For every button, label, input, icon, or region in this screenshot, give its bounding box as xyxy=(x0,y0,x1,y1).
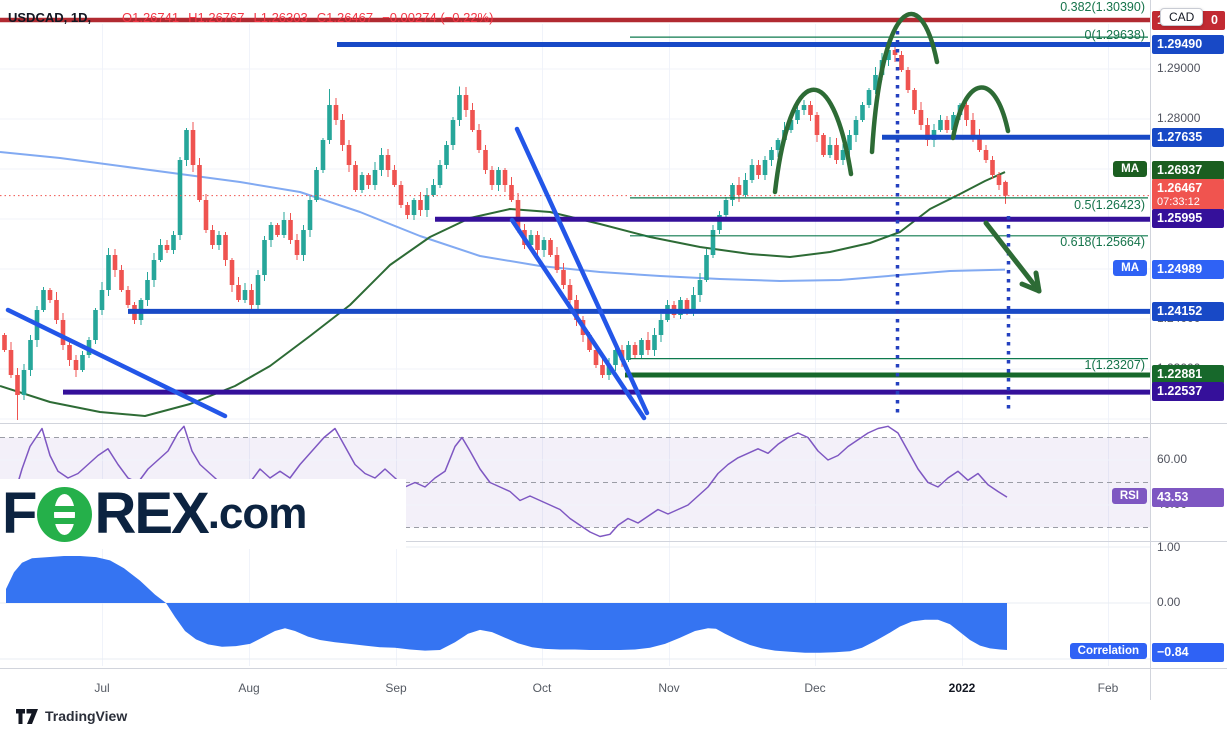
close-value: C1.26467 xyxy=(316,10,374,25)
horizontal-level-lines xyxy=(0,17,1150,395)
indicator-tag-label: MA xyxy=(1113,259,1147,276)
watermark-f: F xyxy=(2,481,37,546)
forex-o-icon xyxy=(37,486,93,542)
axis-scale-label: 60.00 xyxy=(1157,452,1188,466)
candles xyxy=(2,44,1008,420)
watermark-com: .com xyxy=(207,489,308,538)
ohlc-values: O1.26741 H1.26767 L1.26303 C1.26467 −0.00274… xyxy=(122,10,502,25)
correlation-area xyxy=(6,556,1007,653)
fib-level-label: 0(1.29638) xyxy=(1084,28,1145,42)
low-value: L1.26303 xyxy=(253,10,308,25)
high-value: H1.26767 xyxy=(188,10,245,25)
change-value: −0.00274 (−0.22%) xyxy=(382,10,494,25)
time-axis-label: Feb xyxy=(1097,681,1119,695)
time-axis-label: Oct xyxy=(532,681,552,695)
axis-scale-label: 1.29000 xyxy=(1157,61,1201,75)
open-value: O1.26741 xyxy=(122,10,180,25)
axis-scale-label: 1.28000 xyxy=(1157,111,1201,125)
dotted-vertical-lines xyxy=(895,31,1011,414)
axis-value-label: 1.25995 xyxy=(1152,208,1224,228)
axis-value-label: 1.26467 07:33:12 xyxy=(1152,179,1224,210)
axis-value-label: −0.84 xyxy=(1152,642,1224,662)
axis-value-label: 1.24989 xyxy=(1152,259,1224,279)
trendlines xyxy=(5,126,650,421)
fib-level-label: 0.5(1.26423) xyxy=(1074,198,1145,212)
axis-value-label: 1.29490 xyxy=(1152,34,1224,54)
fib-level-label: 0.618(1.25664) xyxy=(1060,235,1145,249)
axis-value-label: 1.26937 xyxy=(1152,160,1224,180)
ma-slow-line xyxy=(0,151,1006,282)
fib-level-label: 0.382(1.30390) xyxy=(1060,0,1145,14)
symbol-title[interactable]: USDCAD, 1D, xyxy=(8,10,92,25)
axis-value-label: 43.53 xyxy=(1152,487,1224,507)
time-axis-label: Nov xyxy=(658,681,680,695)
down-arrow-annotation xyxy=(983,220,1042,294)
price-axis[interactable]: 1.290001.280001.240001.2300060.0040.001.… xyxy=(1150,0,1227,700)
symbol-info-bar: USDCAD, 1D, O1.26741 H1.26767 L1.26303 C1.2… xyxy=(8,10,493,25)
axis-value-label: 1.27635 xyxy=(1152,127,1224,147)
axis-value-label: 1.22537 xyxy=(1152,381,1224,401)
cad-tooltip: CAD xyxy=(1160,8,1204,26)
rsi-line xyxy=(5,425,1008,538)
indicator-tag-label: MA xyxy=(1113,160,1147,177)
indicator-tag-label: RSI xyxy=(1111,487,1147,504)
axis-value-label: 1.22881 xyxy=(1152,364,1224,384)
head-and-shoulders-annotation xyxy=(772,11,1011,195)
tradingview-label: TradingView xyxy=(45,708,128,724)
axis-scale-label: 1.00 xyxy=(1157,540,1181,554)
indicator-tag-label: Correlation xyxy=(1069,642,1147,659)
watermark-rex: REX xyxy=(94,481,209,546)
forex-com-watermark: F REX .com xyxy=(0,479,406,549)
axis-scale-label: 0.00 xyxy=(1157,595,1181,609)
time-axis-label: 2022 xyxy=(948,681,976,695)
time-axis-label: Aug xyxy=(238,681,260,695)
grid-lines xyxy=(0,24,1150,666)
axis-value-label: 1.24152 xyxy=(1152,301,1224,321)
tradingview-attribution[interactable]: TradingView xyxy=(16,708,127,724)
time-axis-label: Jul xyxy=(94,681,110,695)
time-axis-label: Dec xyxy=(804,681,826,695)
fib-level-label: 1(1.23207) xyxy=(1084,358,1145,372)
tradingview-logo-icon xyxy=(16,708,38,724)
time-axis-label: Sep xyxy=(385,681,407,695)
